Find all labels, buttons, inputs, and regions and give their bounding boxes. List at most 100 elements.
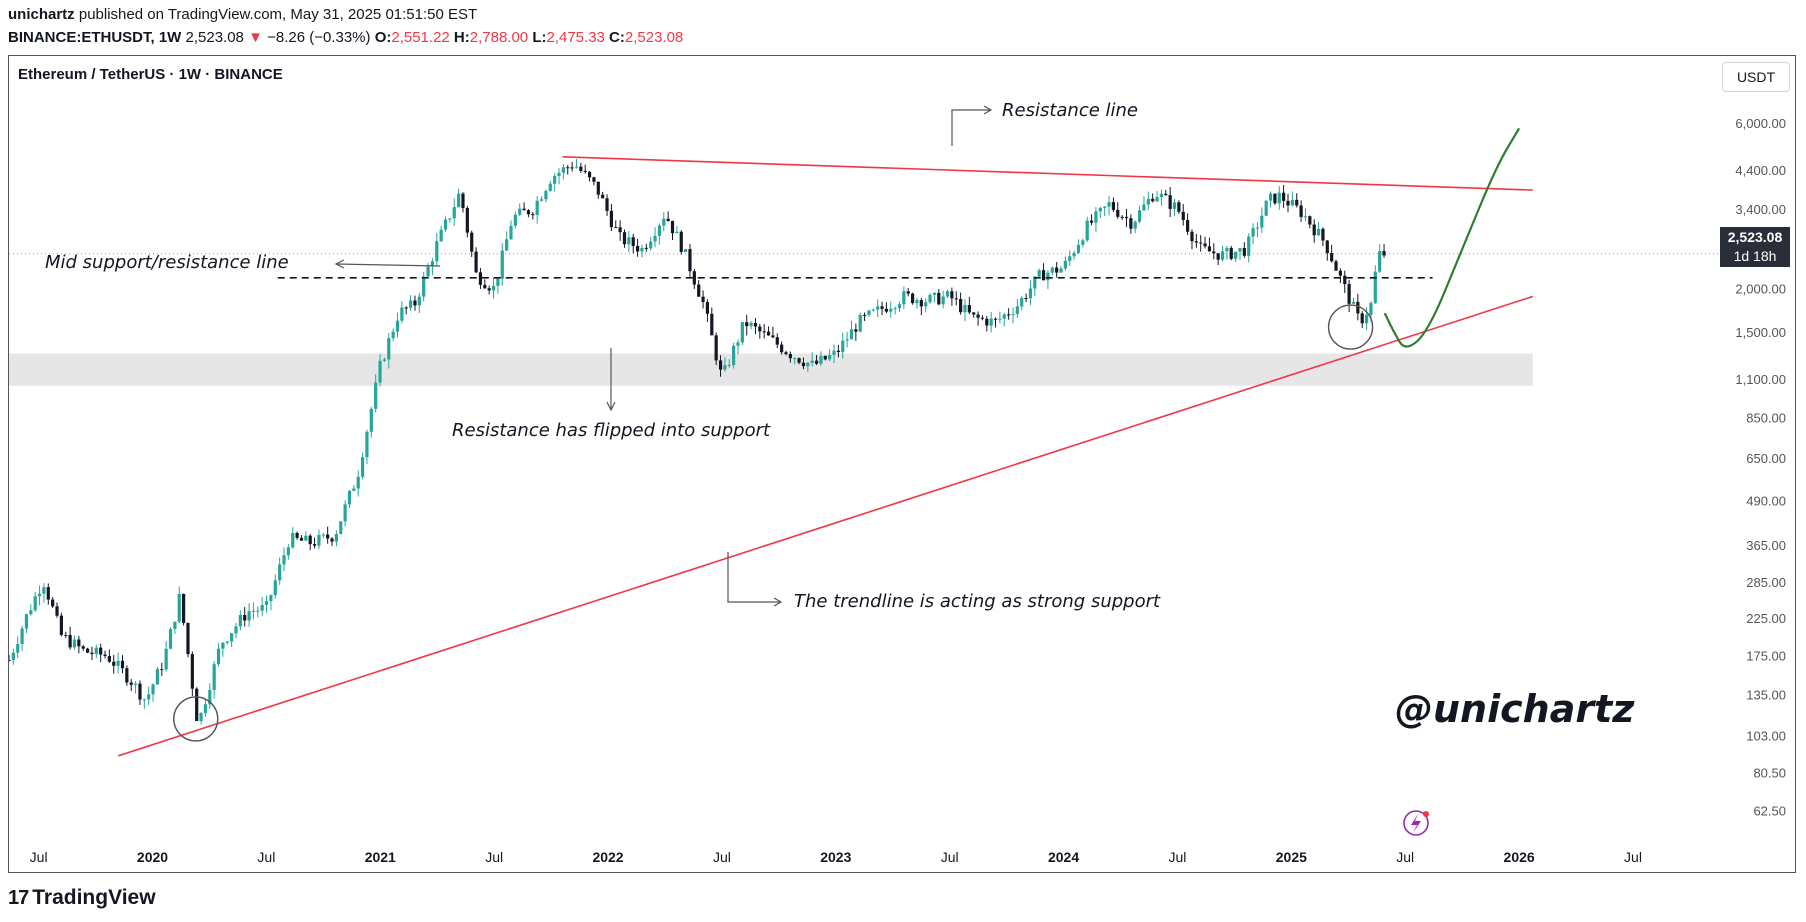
author-name[interactable]: unichartz [8, 6, 75, 23]
tradingview-footer[interactable]: 17 TradingView [8, 886, 156, 910]
candle-32 [147, 694, 151, 700]
candle-61 [273, 580, 277, 596]
candle-217 [954, 298, 958, 300]
candle-86 [382, 359, 387, 361]
y-tick-label: 175.00 [1746, 649, 1786, 664]
candle-161 [710, 313, 714, 336]
candle-12 [59, 615, 63, 635]
candle-45 [203, 704, 208, 714]
candle-181 [797, 358, 801, 363]
candle-147 [649, 241, 653, 249]
candle-160 [705, 302, 710, 314]
candle-156 [688, 249, 692, 272]
candle-252 [1107, 202, 1111, 207]
candle-222 [976, 314, 980, 318]
candle-70 [312, 544, 317, 546]
candle-0 [9, 660, 11, 662]
trendlines-layer[interactable] [118, 127, 1534, 757]
candle-143 [631, 237, 635, 246]
candle-243 [1068, 256, 1072, 261]
x-tick-label: 2022 [592, 849, 623, 865]
candle-208 [915, 300, 919, 304]
candle-120 [531, 214, 535, 216]
candle-264 [1159, 193, 1164, 198]
published-text: published on TradingView.com, May 31, 20… [78, 6, 478, 23]
candle-251 [1103, 206, 1107, 208]
candle-19 [90, 652, 94, 655]
candle-15 [72, 639, 77, 648]
candle-202 [889, 308, 893, 312]
annotation-trendline: The trendline is acting as strong suppor… [794, 591, 1161, 612]
candle-49 [221, 642, 225, 649]
candle-25 [116, 660, 120, 666]
candle-159 [701, 296, 705, 303]
candle-51 [230, 633, 234, 642]
candle-78 [347, 490, 352, 505]
candle-136 [601, 194, 605, 199]
chart-frame[interactable] [8, 55, 1796, 873]
candle-306 [1343, 275, 1347, 285]
highlight-circle-1 [173, 696, 219, 742]
candle-54 [243, 614, 247, 621]
candle-293 [1286, 200, 1290, 206]
candle-290 [1273, 193, 1277, 204]
candle-229 [1007, 314, 1011, 316]
y-tick-label: 225.00 [1746, 611, 1786, 626]
candle-124 [548, 183, 552, 191]
candle-35 [160, 669, 164, 671]
candle-92 [408, 300, 413, 308]
candle-20 [94, 647, 98, 655]
candle-177 [780, 344, 784, 353]
candle-14 [68, 634, 72, 648]
candle-154 [679, 231, 683, 253]
currency-button[interactable]: USDT [1722, 62, 1790, 92]
flash-icon-dot [1423, 811, 1429, 817]
candle-199 [876, 306, 880, 310]
candle-8 [42, 587, 46, 594]
candle-249 [1094, 211, 1098, 223]
candle-7 [37, 593, 42, 597]
candle-166 [732, 345, 736, 366]
candle-16 [77, 639, 81, 647]
author-watermark: @unichartz [1395, 687, 1635, 731]
x-tick-label: Jul [1624, 849, 1642, 865]
annotations-layer: Resistance line Mid support/resistance li… [45, 100, 1635, 836]
axes-layer: 6,000.00 4,400.00 3,400.00 2,000.00 1,500.00… [30, 116, 1786, 865]
candle-103 [457, 193, 461, 208]
candle-151 [666, 218, 670, 221]
candle-198 [871, 309, 875, 311]
candle-221 [972, 312, 976, 315]
candle-265 [1164, 193, 1168, 196]
change-value: −8.26 (−0.33%) [267, 29, 371, 46]
flash-icon-ring [1403, 810, 1429, 836]
candle-4 [24, 614, 29, 629]
y-tick-label: 80.50 [1753, 766, 1786, 781]
candle-132 [583, 170, 587, 172]
low-label: L: [532, 29, 547, 46]
candle-108 [478, 272, 483, 285]
candle-152 [670, 220, 675, 234]
candle-279 [1225, 247, 1229, 252]
candle-302 [1325, 240, 1329, 254]
candle-242 [1063, 260, 1067, 269]
candle-192 [845, 339, 849, 341]
candle-294 [1290, 199, 1294, 206]
candle-114 [505, 239, 509, 251]
candle-82 [365, 431, 369, 458]
candle-123 [544, 190, 548, 200]
candle-228 [1002, 314, 1006, 319]
candle-289 [1268, 193, 1273, 201]
last-price-label: 2,523.08 1d 18h [1720, 227, 1790, 267]
candle-79 [352, 488, 356, 491]
candle-285 [1251, 228, 1255, 237]
candle-163 [718, 360, 723, 370]
candle-246 [1081, 240, 1085, 245]
candle-153 [675, 231, 679, 234]
candle-189 [832, 350, 836, 355]
candle-280 [1229, 247, 1233, 259]
candle-145 [640, 247, 644, 252]
candle-257 [1129, 218, 1133, 229]
x-tick-label: Jul [713, 849, 731, 865]
symbol-label[interactable]: BINANCE:ETHUSDT, 1W [8, 29, 182, 46]
